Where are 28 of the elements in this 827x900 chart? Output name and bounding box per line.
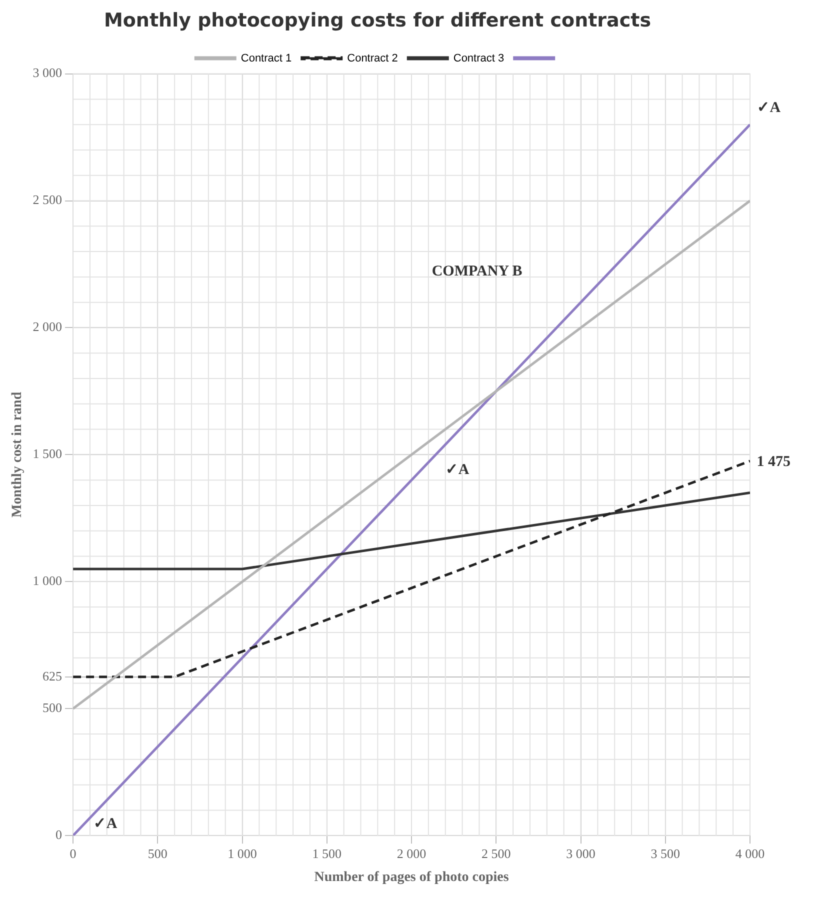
- x-tick-label: 1 000: [228, 846, 257, 861]
- y-tick-label: 3 000: [32, 65, 62, 80]
- x-tick-label: 3 500: [650, 846, 680, 861]
- x-tick-label: 2 500: [482, 846, 511, 861]
- x-tick-label: 3 000: [566, 846, 596, 861]
- annotation: ✓A: [445, 462, 470, 478]
- y-tick-label: 2 000: [32, 319, 62, 334]
- legend-label: Contract 3: [453, 52, 504, 64]
- x-tick-label: 4 000: [735, 846, 765, 861]
- y-axis-title: Monthly cost in rand: [10, 392, 26, 518]
- legend-label: Contract 2: [347, 52, 398, 64]
- y-tick-label: 0: [56, 827, 62, 842]
- x-tick-label: 0: [70, 846, 76, 861]
- x-axis-title: Number of pages of photo copies: [314, 870, 510, 886]
- y-tick-label: 2 500: [32, 192, 62, 208]
- y-tick-label: 1 500: [32, 446, 62, 462]
- text: ✓A: [756, 100, 781, 116]
- x-tick-label: 1 500: [312, 846, 342, 861]
- y-tick-label: 1 000: [32, 573, 62, 588]
- y-tick-label: 625: [42, 668, 62, 684]
- chart-title: Monthly photocopying costs for different contracts: [104, 9, 652, 32]
- text: 1 475: [756, 454, 791, 470]
- annotation: ✓A: [93, 816, 118, 832]
- x-tick-label: 500: [148, 846, 168, 861]
- y-tick-label: 500: [42, 700, 62, 716]
- annotation: COMPANY B: [432, 264, 522, 280]
- legend-label: Contract 1: [240, 52, 292, 64]
- x-tick-label: 2 000: [396, 846, 426, 861]
